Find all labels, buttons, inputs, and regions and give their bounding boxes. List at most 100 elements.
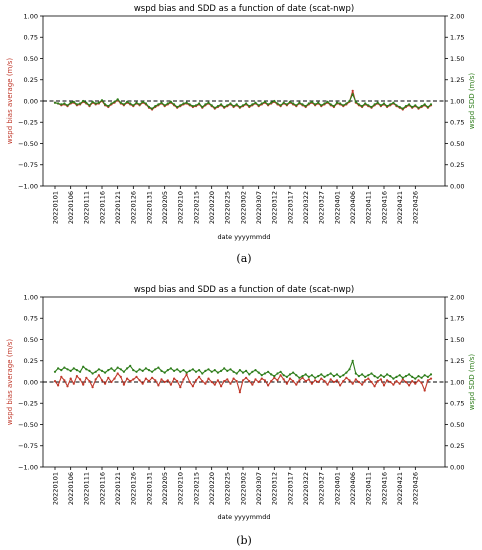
data-point [116, 366, 119, 369]
data-point [166, 379, 169, 382]
data-point [91, 100, 94, 103]
data-point [348, 368, 351, 371]
data-point [126, 367, 129, 370]
data-point [317, 375, 320, 378]
x-tick-label: 20220111 [83, 191, 91, 224]
y-tick-label: 0.75 [24, 315, 38, 323]
data-point [423, 374, 426, 377]
data-point [417, 106, 420, 109]
data-point [53, 370, 57, 373]
data-point [113, 100, 116, 103]
data-point [404, 105, 407, 108]
data-point [223, 380, 226, 383]
data-point [57, 367, 60, 370]
data-point [310, 374, 313, 377]
data-point [404, 375, 407, 378]
data-point [357, 380, 360, 384]
data-point [414, 104, 417, 107]
data-point [267, 370, 270, 373]
data-point [298, 376, 301, 379]
data-point [135, 375, 138, 378]
series-bias [53, 372, 433, 394]
data-point [194, 370, 198, 373]
data-point [370, 105, 373, 109]
data-point [188, 380, 191, 384]
data-point [151, 376, 154, 379]
data-point [342, 380, 345, 383]
data-point [191, 368, 194, 371]
data-point [276, 102, 279, 105]
data-point [335, 379, 339, 382]
x-tick-label: 20220426 [412, 472, 420, 505]
series-bias [53, 89, 433, 111]
data-point [254, 369, 257, 372]
data-point [226, 104, 229, 107]
data-point [119, 375, 122, 378]
data-point [107, 105, 110, 108]
data-point [220, 385, 223, 388]
data-point [213, 106, 216, 109]
data-point [298, 101, 301, 104]
data-point [66, 104, 69, 107]
data-point [69, 101, 72, 104]
y-tick-label: −1.00 [18, 182, 38, 190]
data-point [160, 378, 163, 381]
data-point [282, 378, 285, 381]
data-point [226, 378, 229, 381]
x-tick-label: 20220416 [380, 191, 388, 224]
y-tick-label: −0.50 [18, 421, 38, 429]
x-tick-label: 20220406 [349, 472, 357, 505]
data-point [267, 384, 270, 387]
data-point [295, 374, 298, 377]
data-point [144, 367, 147, 370]
data-point [329, 103, 332, 106]
x-axis-label: date yyyymmdd [217, 513, 270, 521]
data-point [379, 104, 382, 107]
data-point [398, 105, 401, 109]
data-point [376, 376, 379, 379]
x-tick-label: 20220416 [380, 472, 388, 505]
chart-panel-b: wspd bias and SDD as a function of date … [6, 285, 476, 547]
x-tick-label: 20220317 [286, 472, 294, 505]
data-point [357, 103, 360, 106]
data-point [282, 374, 285, 377]
data-point [166, 102, 169, 105]
data-point [323, 375, 326, 378]
x-tick-label: 20220307 [255, 472, 263, 505]
data-point [245, 376, 248, 379]
data-point [94, 370, 97, 373]
data-point [147, 369, 151, 372]
data-point [420, 105, 423, 108]
data-point [207, 368, 210, 371]
data-point [332, 380, 335, 384]
data-point [361, 383, 364, 386]
data-point [135, 101, 138, 104]
data-point [91, 386, 94, 389]
data-point [185, 373, 188, 376]
data-point [94, 378, 97, 381]
data-point [267, 103, 270, 106]
data-point [364, 375, 367, 378]
data-point [176, 105, 179, 109]
data-point [292, 102, 295, 105]
data-point [60, 103, 63, 106]
data-point [414, 382, 417, 385]
x-tick-label: 20220121 [114, 191, 122, 224]
data-point [370, 372, 373, 375]
data-point [263, 100, 266, 103]
data-point [179, 370, 182, 373]
data-point [229, 102, 232, 105]
data-point [429, 103, 433, 106]
x-tick-label: 20220401 [333, 472, 341, 505]
data-point [188, 369, 191, 372]
y2-tick-label: 0.00 [450, 463, 464, 471]
data-point [248, 105, 251, 108]
data-point [216, 379, 219, 382]
data-point [116, 372, 119, 375]
data-point [395, 380, 398, 383]
x-tick-label: 20220210 [177, 472, 185, 505]
y2-tick-label: 1.25 [450, 76, 464, 84]
data-point [260, 374, 263, 377]
data-point [113, 369, 116, 372]
data-point [426, 105, 429, 109]
